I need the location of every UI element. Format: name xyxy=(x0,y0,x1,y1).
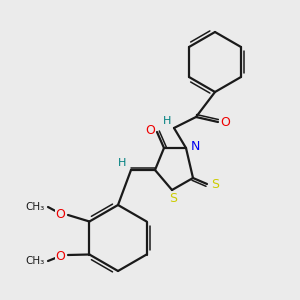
Text: S: S xyxy=(211,178,219,191)
Text: CH₃: CH₃ xyxy=(26,202,45,212)
Text: N: N xyxy=(191,140,200,154)
Text: H: H xyxy=(118,158,126,168)
Text: O: O xyxy=(220,116,230,130)
Text: H: H xyxy=(163,116,171,126)
Text: CH₃: CH₃ xyxy=(26,256,45,266)
Text: S: S xyxy=(169,193,177,206)
Text: O: O xyxy=(55,208,65,220)
Text: O: O xyxy=(55,250,65,262)
Text: O: O xyxy=(145,124,155,137)
